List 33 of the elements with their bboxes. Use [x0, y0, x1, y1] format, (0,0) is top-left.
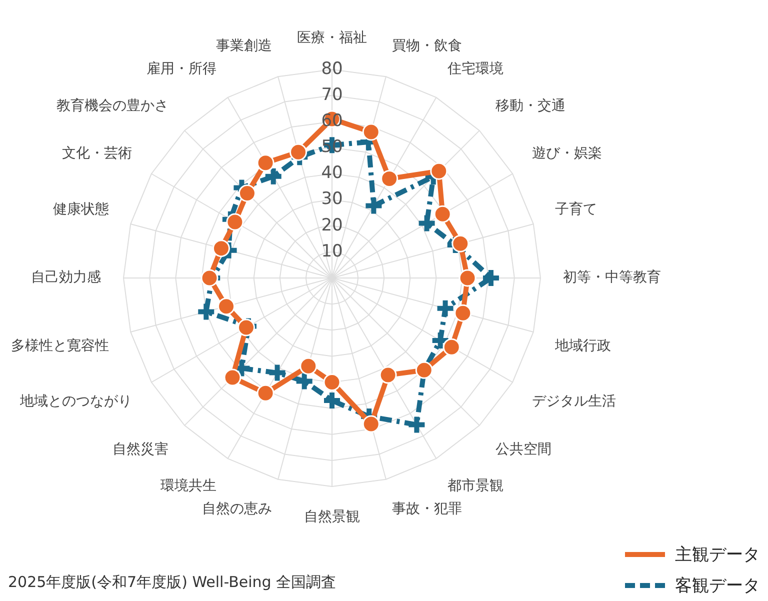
- spoke-label: 移動・交通: [495, 98, 566, 114]
- spoke-label: 健康状態: [52, 201, 109, 218]
- spoke-label: 地域とのつながり: [18, 394, 132, 410]
- spoke-label: 住宅環境: [446, 61, 504, 78]
- y-tick-label: 40: [321, 163, 343, 184]
- y-tick-label: 20: [321, 215, 343, 236]
- spoke-label: 地域行政: [554, 338, 612, 354]
- spoke-label: 雇用・所得: [146, 61, 216, 78]
- spoke-label: 子育て: [555, 200, 598, 218]
- text: 2025年度版(令和7年度版) Well-Being 全国調査: [8, 573, 336, 592]
- spoke-label: デジタル生活: [532, 394, 616, 410]
- spoke-label: 都市景観: [448, 478, 504, 494]
- spoke-label: 自己効力感: [31, 270, 101, 286]
- spoke-label: 教育機会の豊かさ: [56, 96, 169, 114]
- spoke-label: 環境共生: [160, 478, 216, 494]
- spoke-label: 公共空間: [495, 441, 552, 458]
- spoke-label: 事業創造: [216, 38, 272, 54]
- legend-label: 客観データ: [675, 575, 760, 597]
- spoke-label: 遊び・娯楽: [532, 146, 602, 162]
- spoke-label: 初等・中等教育: [563, 268, 661, 286]
- spoke-label: 医療・福祉: [297, 30, 367, 46]
- spoke-label: 自然災害: [112, 441, 169, 458]
- spoke-label: 買物・飲食: [392, 38, 462, 54]
- spoke-label: 文化・芸術: [62, 146, 132, 162]
- spoke-label: 自然景観: [304, 509, 360, 526]
- y-tick-label: 30: [321, 189, 343, 210]
- spoke-label: 自然の恵み: [202, 501, 272, 518]
- y-tick-label: 70: [321, 84, 343, 105]
- y-tick-label: 80: [321, 58, 343, 79]
- legend-label: 主観データ: [675, 544, 760, 566]
- y-tick-label: 10: [321, 241, 343, 262]
- spoke-label: 多様性と寛容性: [10, 338, 109, 354]
- spoke-label: 事故・犯罪: [392, 501, 462, 518]
